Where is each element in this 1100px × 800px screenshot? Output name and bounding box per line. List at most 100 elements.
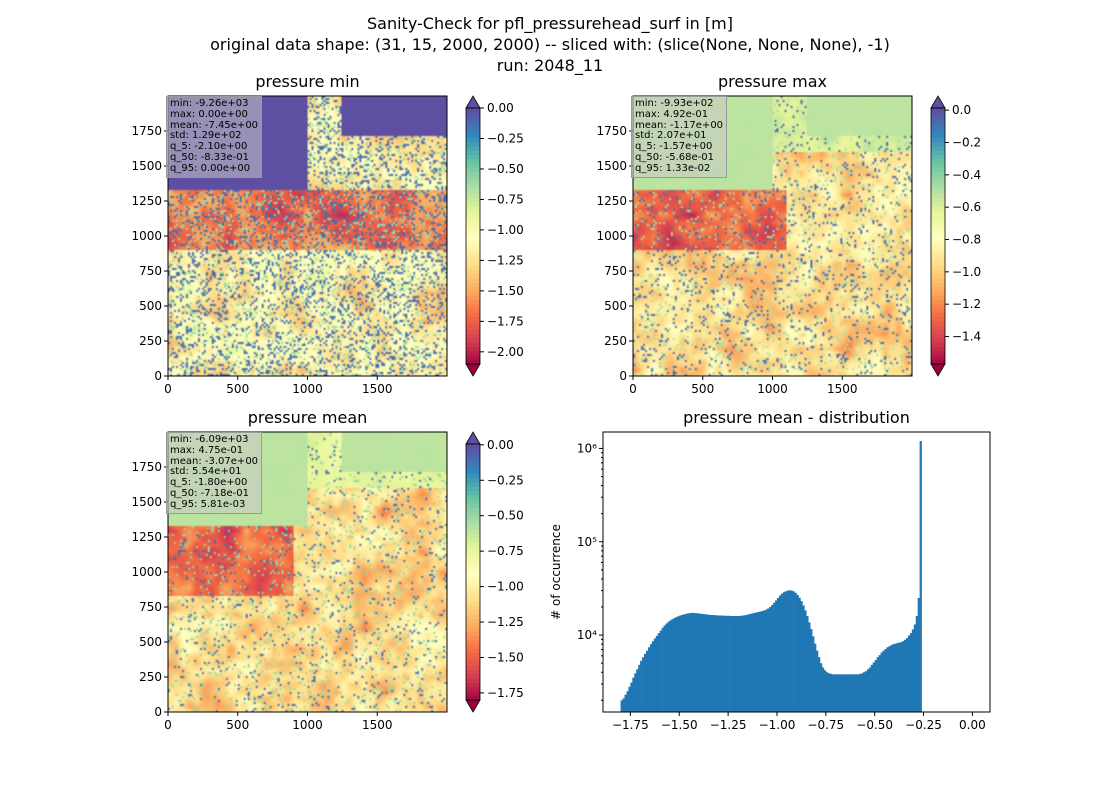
histogram-bar-57 (732, 616, 735, 712)
histogram-bar-128 (870, 664, 874, 712)
histogram-xtick-label-2: −1.25 (710, 718, 747, 732)
histogram-bar-149 (911, 629, 915, 712)
histogram-bar-39 (696, 613, 700, 712)
stats-box-pressure-mean: min: -6.09e+03 max: 4.75e-01 mean: -3.07e+… (166, 432, 263, 514)
map-1-ytick-label-5: 1250 (596, 194, 627, 208)
histogram-bar-45 (708, 614, 711, 712)
stat-line: q_95: 5.81e-03 (170, 498, 246, 510)
colorbar-0-tick-label-8: −2.00 (487, 345, 524, 359)
colorbar-0-tick-label-3: −0.75 (487, 192, 524, 206)
map-2-xtick-label-1: 500 (226, 718, 249, 732)
histogram-xtick-label-4: −0.75 (807, 718, 844, 732)
histogram-bar-11 (642, 657, 645, 712)
histogram-bar-95 (806, 616, 809, 712)
histogram-xtick-label-0: −1.75 (612, 718, 649, 732)
colorbar-0-tick-label-4: −1.00 (487, 223, 524, 237)
histogram-bar-114 (843, 674, 846, 712)
histogram-bar-29 (677, 616, 680, 712)
histogram-bar-73 (763, 610, 766, 712)
colorbar-1-tick-label-7: −1.4 (952, 330, 981, 344)
histogram-xtick-label-3: −1.00 (759, 718, 796, 732)
histogram-bar-7 (634, 673, 637, 712)
stat-line: q_5: -1.57e+00 (635, 141, 713, 153)
histogram-bar-68 (753, 612, 756, 712)
histogram-bar-146 (905, 638, 909, 712)
map-1-xtick-label-1: 500 (691, 382, 714, 396)
map-2-ytick-label-1: 250 (139, 670, 162, 684)
histogram-bar-123 (861, 673, 864, 712)
histogram-bar-5 (630, 682, 633, 712)
colorbar-2: 0.00 −0.25 −0.50 −0.75 −1.00 −1.25 −1.50 −1.75 (465, 431, 524, 713)
histogram-bar-139 (892, 644, 895, 712)
stat-line: std: 5.54e+01 (170, 466, 242, 478)
histogram-bar-40 (698, 613, 702, 712)
stats-box-pressure-max: min: -9.93e+02 max: 4.92e-01 mean: -1.17e+… (631, 96, 728, 178)
histogram-xtick-label-1: −1.50 (661, 718, 698, 732)
colorbar-1-tick-label-4: −0.8 (952, 233, 981, 247)
histogram-bar-126 (866, 669, 870, 712)
map-0-xtick-label-0: 0 (164, 382, 172, 396)
histogram-bar-108 (831, 674, 834, 712)
histogram-bar-20 (659, 630, 662, 712)
histogram-bar-15 (649, 644, 653, 712)
histogram-bar-127 (868, 667, 872, 712)
histogram-bar-62 (741, 615, 745, 712)
histogram-bar-14 (647, 647, 651, 712)
histogram-bar-145 (904, 639, 907, 712)
histogram-bar-19 (657, 633, 660, 712)
stat-line: min: -9.26e+03 (170, 98, 249, 109)
histogram-bar-94 (804, 610, 807, 712)
histogram-bar-133 (880, 652, 883, 712)
histogram-bar-129 (872, 662, 875, 712)
histogram-bar-1 (622, 698, 625, 712)
histogram-bar-16 (651, 641, 655, 712)
colorbar-1-tick-label-2: −0.4 (952, 168, 981, 182)
histogram-bar-99 (814, 643, 817, 712)
stat-line: std: 2.07e+01 (635, 130, 707, 142)
histogram-bar-58 (733, 616, 737, 712)
histogram-bar-67 (751, 613, 754, 712)
histogram-bar-64 (745, 614, 748, 712)
histogram-bar-25 (669, 620, 672, 712)
histogram-bar-144 (902, 641, 905, 712)
histogram-frame (602, 431, 991, 713)
stats-box-pressure-min: min: -9.26e+03 max: 0.00e+00 mean: -7.45e+… (166, 96, 263, 178)
map-1-ytick-label-1: 250 (604, 334, 627, 348)
colorbar-1-extend-top (930, 95, 946, 109)
histogram-bar-30 (679, 615, 682, 712)
colorbar-1-extend-bottom (930, 363, 946, 377)
histogram-bar-32 (683, 614, 686, 712)
histogram-ytick-label-0: 10⁴ (577, 628, 597, 642)
histogram-bar-88 (792, 591, 795, 712)
histogram-bar-147 (907, 635, 911, 712)
histogram-bar-66 (749, 613, 752, 712)
map-2-ytick-label-5: 1250 (131, 530, 162, 544)
colorbar-2-tick-label-2: −0.50 (487, 509, 524, 523)
histogram-bar-92 (800, 601, 803, 712)
histogram-bar-105 (825, 672, 829, 712)
histogram-bar-35 (689, 613, 692, 712)
histogram-bar-84 (784, 591, 788, 712)
histogram-bar-135 (884, 648, 887, 712)
map-0-xtick-label-2: 1000 (292, 382, 323, 396)
histogram-bar-137 (888, 646, 891, 712)
histogram-bar-151 (915, 616, 918, 712)
histogram-bar-74 (765, 609, 768, 712)
histogram-bar-6 (632, 677, 635, 712)
histogram-bar-31 (681, 614, 684, 712)
histogram-bar-115 (845, 674, 848, 712)
histogram-bar-120 (855, 674, 858, 712)
colorbar-0-tick-label-7: −1.75 (487, 314, 524, 328)
histogram-bar-110 (835, 674, 838, 712)
histogram-bar-153 (919, 441, 922, 712)
histogram-bar-44 (706, 614, 709, 712)
histogram-bar-33 (685, 613, 688, 712)
map-0-xtick-label-1: 500 (226, 382, 249, 396)
map-2-ytick-label-6: 1500 (131, 495, 162, 509)
histogram-bar-3 (626, 691, 629, 712)
histogram-bar-109 (833, 674, 836, 712)
figure-title-line-2: original data shape: (31, 15, 2000, 2000… (210, 35, 890, 54)
histogram-bar-23 (665, 623, 668, 712)
colorbar-2-tick-label-3: −0.75 (487, 544, 524, 558)
